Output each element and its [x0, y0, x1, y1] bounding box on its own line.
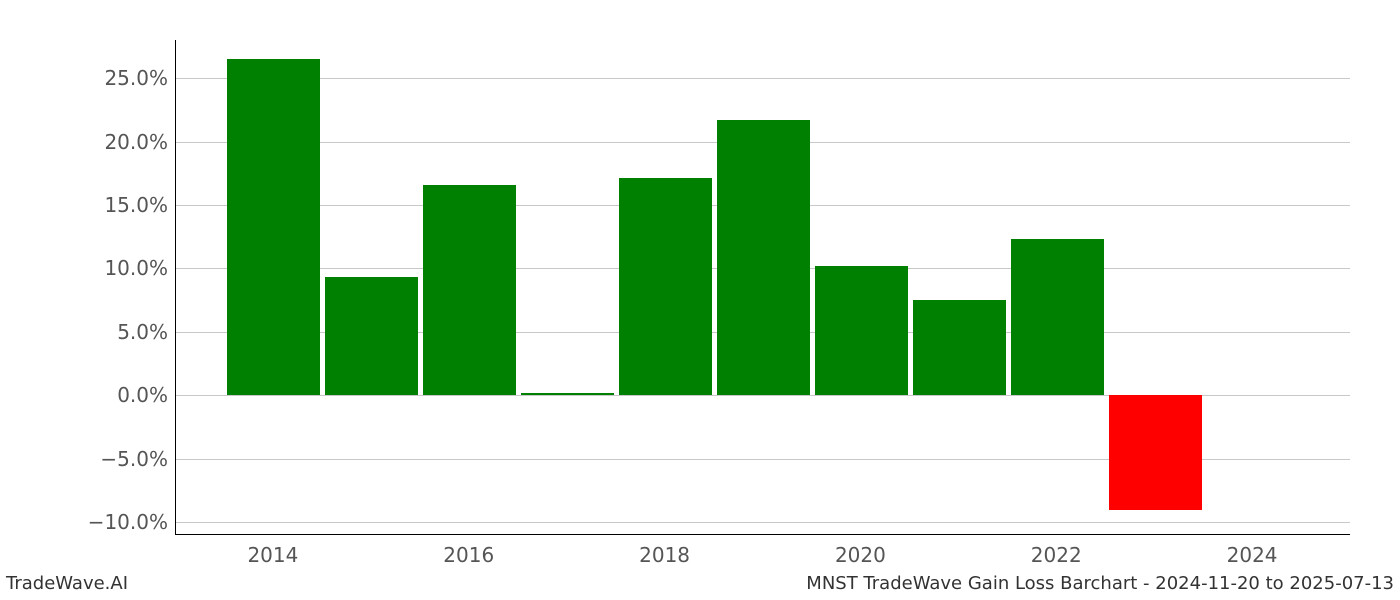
- chart-plot-area: [175, 40, 1350, 535]
- xtick-label: 2024: [1227, 543, 1278, 567]
- bar: [423, 185, 516, 396]
- bar: [1109, 395, 1202, 509]
- ytick-label: 10.0%: [104, 256, 168, 280]
- xtick-label: 2022: [1031, 543, 1082, 567]
- ytick-label: 15.0%: [104, 193, 168, 217]
- xtick-label: 2014: [247, 543, 298, 567]
- bar: [717, 120, 810, 395]
- xtick-label: 2020: [835, 543, 886, 567]
- ytick-label: −5.0%: [100, 447, 168, 471]
- bar: [1011, 239, 1104, 395]
- xtick-label: 2016: [443, 543, 494, 567]
- bar: [619, 178, 712, 395]
- bar: [815, 266, 908, 395]
- ytick-label: 0.0%: [117, 383, 168, 407]
- ytick-label: −10.0%: [88, 510, 168, 534]
- gridline: [176, 522, 1350, 523]
- footer-brand: TradeWave.AI: [6, 573, 128, 594]
- bar: [521, 393, 614, 396]
- bar: [325, 277, 418, 395]
- xtick-label: 2018: [639, 543, 690, 567]
- ytick-label: 25.0%: [104, 66, 168, 90]
- bar: [913, 300, 1006, 395]
- footer-caption: MNST TradeWave Gain Loss Barchart - 2024…: [806, 573, 1394, 594]
- bar: [227, 59, 320, 395]
- ytick-label: 20.0%: [104, 130, 168, 154]
- ytick-label: 5.0%: [117, 320, 168, 344]
- gridline: [176, 78, 1350, 79]
